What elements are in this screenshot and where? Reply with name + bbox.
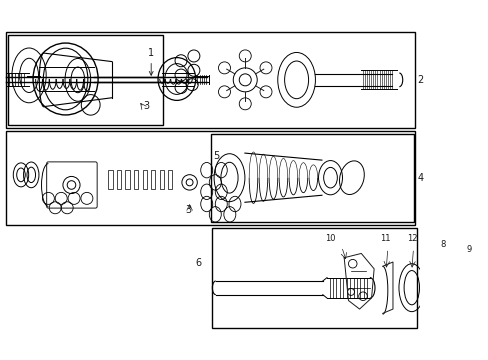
Text: 10: 10 xyxy=(325,234,335,243)
Bar xyxy=(168,170,172,189)
Text: 8: 8 xyxy=(439,240,445,249)
Bar xyxy=(125,170,129,189)
Text: 3: 3 xyxy=(185,206,191,215)
Bar xyxy=(134,170,138,189)
Bar xyxy=(142,170,146,189)
Bar xyxy=(211,228,416,328)
Text: 9: 9 xyxy=(466,245,471,254)
Text: 5: 5 xyxy=(213,151,219,161)
Bar xyxy=(117,170,121,189)
Text: 12: 12 xyxy=(406,234,416,243)
Bar xyxy=(5,32,414,127)
Text: 4: 4 xyxy=(417,173,423,183)
Text: 1: 1 xyxy=(148,48,154,75)
Bar xyxy=(210,134,413,222)
Text: 11: 11 xyxy=(379,234,390,243)
Bar xyxy=(108,170,112,189)
Text: 3: 3 xyxy=(143,101,149,111)
Bar xyxy=(8,35,162,125)
Text: 6: 6 xyxy=(195,258,201,268)
Text: 2: 2 xyxy=(417,75,423,85)
Bar xyxy=(5,131,414,225)
Bar xyxy=(159,170,163,189)
Bar xyxy=(151,170,155,189)
